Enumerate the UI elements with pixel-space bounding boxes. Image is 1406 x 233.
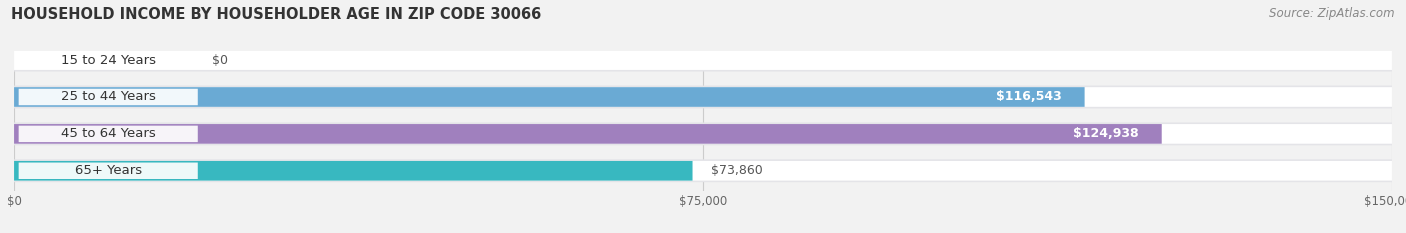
- Text: $73,860: $73,860: [711, 164, 762, 177]
- Text: 15 to 24 Years: 15 to 24 Years: [60, 54, 156, 67]
- FancyBboxPatch shape: [14, 159, 1392, 182]
- Text: 65+ Years: 65+ Years: [75, 164, 142, 177]
- FancyBboxPatch shape: [14, 87, 1084, 107]
- FancyBboxPatch shape: [14, 124, 1161, 144]
- FancyBboxPatch shape: [14, 50, 1392, 70]
- FancyBboxPatch shape: [14, 123, 1392, 145]
- Text: 25 to 44 Years: 25 to 44 Years: [60, 90, 156, 103]
- FancyBboxPatch shape: [18, 126, 198, 142]
- Text: $0: $0: [211, 54, 228, 67]
- Text: Source: ZipAtlas.com: Source: ZipAtlas.com: [1270, 7, 1395, 20]
- FancyBboxPatch shape: [18, 163, 198, 179]
- FancyBboxPatch shape: [14, 49, 1392, 72]
- Text: 45 to 64 Years: 45 to 64 Years: [60, 127, 156, 140]
- FancyBboxPatch shape: [14, 161, 693, 181]
- FancyBboxPatch shape: [18, 89, 198, 105]
- FancyBboxPatch shape: [14, 161, 1392, 181]
- Text: $124,938: $124,938: [1073, 127, 1139, 140]
- FancyBboxPatch shape: [14, 87, 1392, 107]
- FancyBboxPatch shape: [18, 52, 198, 68]
- Text: $116,543: $116,543: [995, 90, 1062, 103]
- Text: HOUSEHOLD INCOME BY HOUSEHOLDER AGE IN ZIP CODE 30066: HOUSEHOLD INCOME BY HOUSEHOLDER AGE IN Z…: [11, 7, 541, 22]
- FancyBboxPatch shape: [14, 124, 1392, 144]
- FancyBboxPatch shape: [14, 86, 1392, 108]
